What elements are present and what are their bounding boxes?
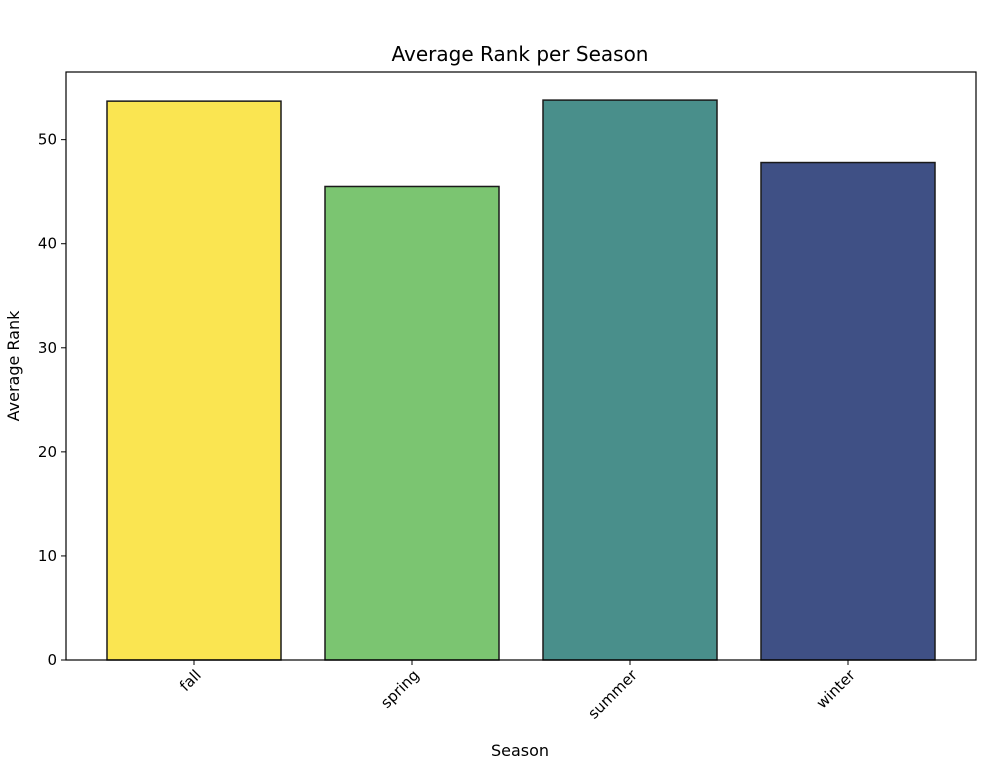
y-tick-label-20: 20 (38, 443, 57, 461)
bars-layer (106, 99, 936, 661)
y-tick-label-10: 10 (38, 547, 57, 565)
y-axis-label: Average Rank (4, 310, 23, 422)
y-tick-label-30: 30 (38, 339, 57, 357)
bar-spring (324, 185, 500, 661)
x-tick-label-fall: fall (176, 666, 205, 695)
y-tick-label-40: 40 (38, 235, 57, 253)
x-tick-label-spring: spring (377, 666, 423, 712)
bar-summer (542, 99, 718, 661)
y-tick-label-50: 50 (38, 131, 57, 149)
x-axis-label: Season (491, 741, 549, 760)
plot-frame (65, 71, 977, 661)
x-axis: fall spring summer winter (176, 660, 859, 723)
y-axis: 0 10 20 30 40 50 (38, 131, 66, 669)
bar-fall (106, 100, 282, 661)
y-tick-label-0: 0 (47, 651, 57, 669)
bar-winter (760, 161, 936, 661)
chart-title: Average Rank per Season (392, 42, 649, 66)
x-tick-label-summer: summer (584, 666, 641, 723)
x-tick-label-winter: winter (813, 666, 860, 713)
